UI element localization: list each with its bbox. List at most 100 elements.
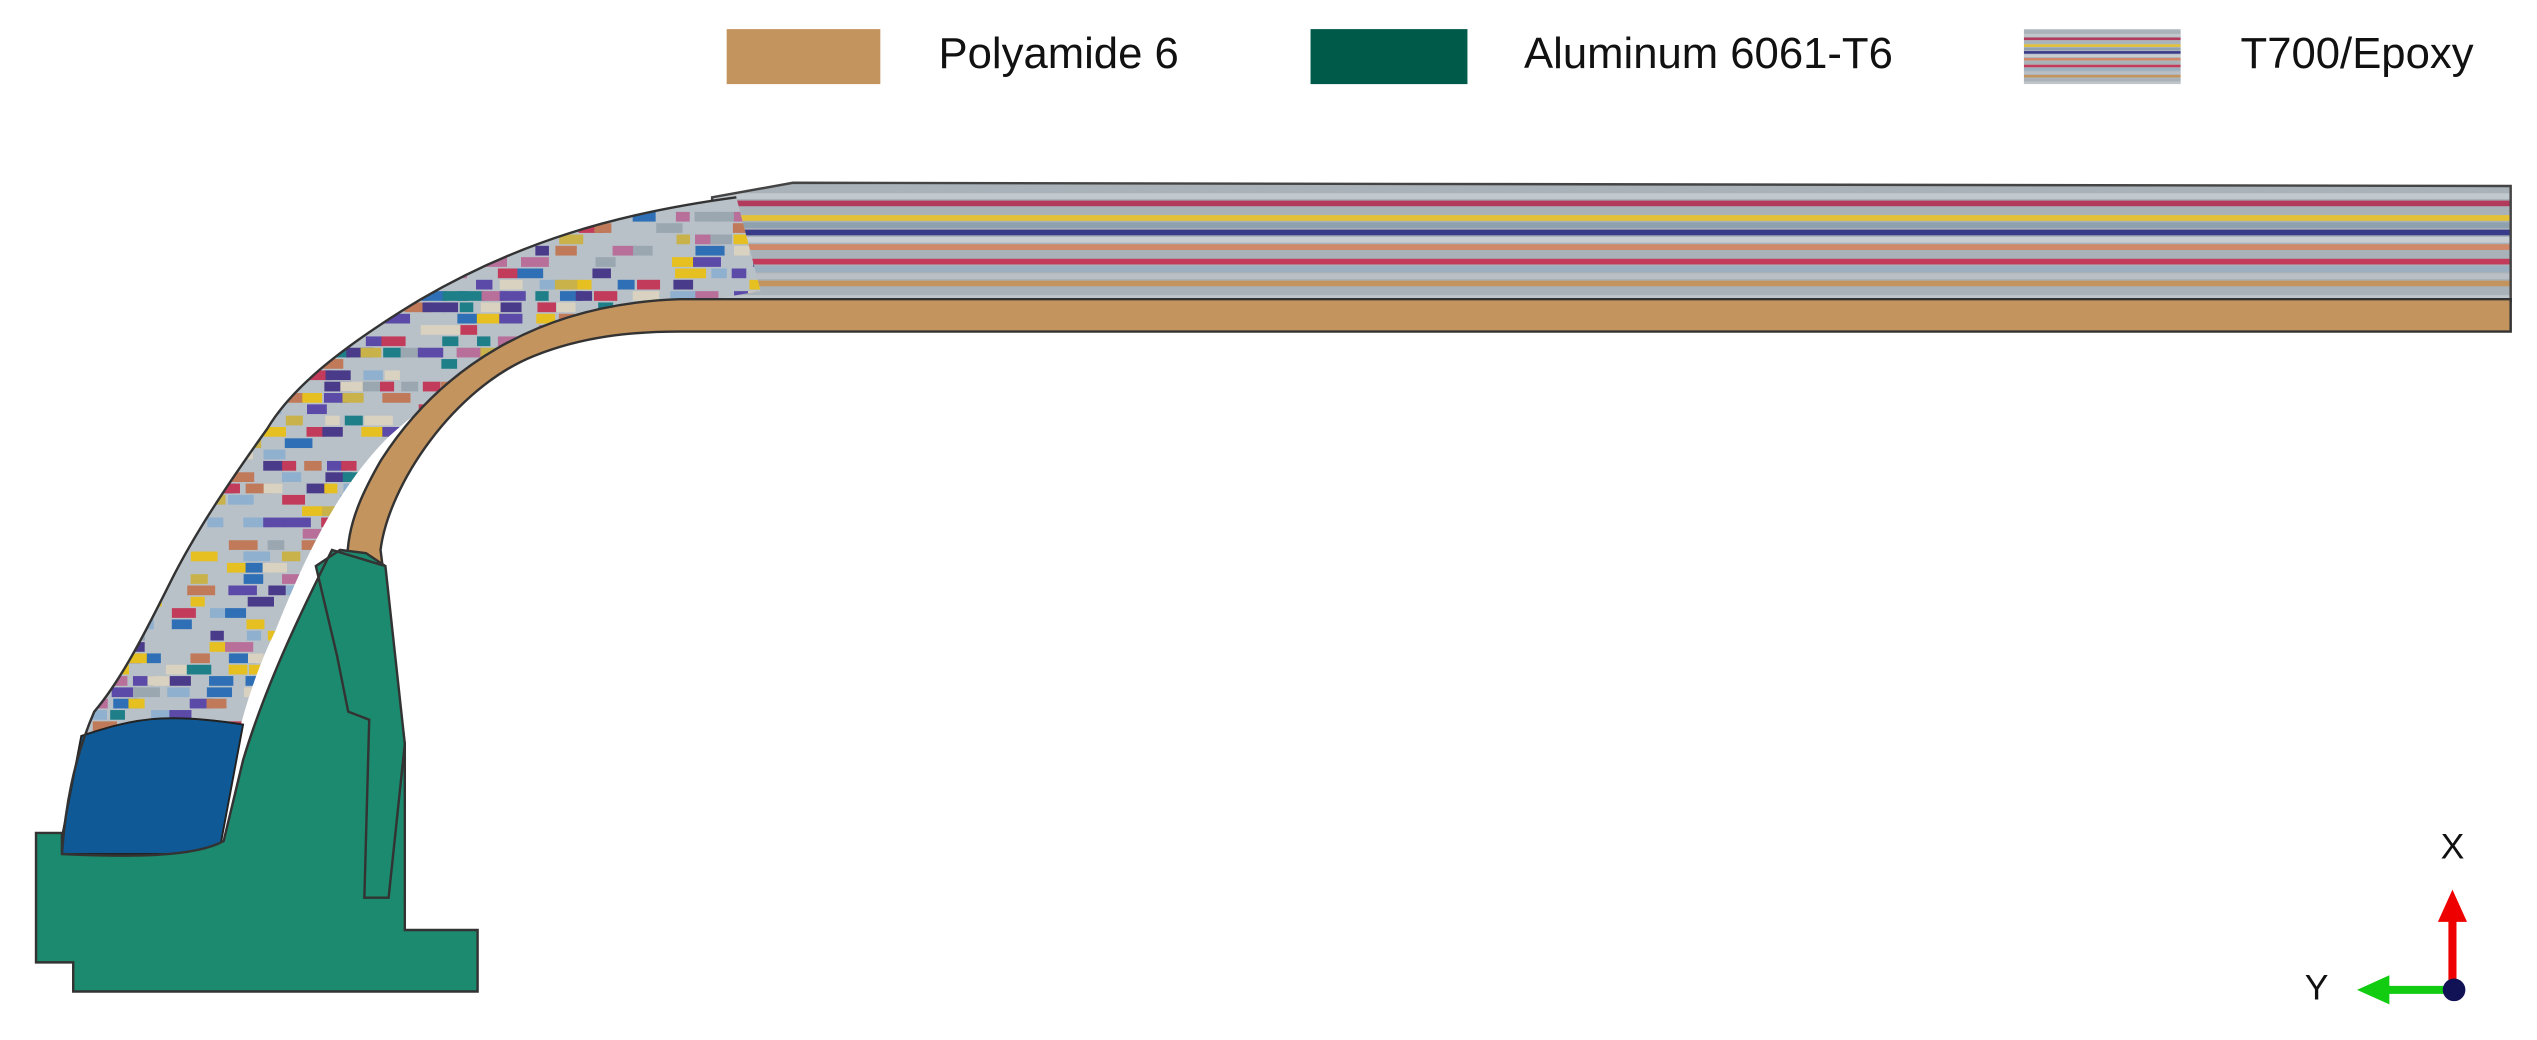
ply — [554, 574, 581, 584]
ply — [673, 426, 698, 437]
ply — [189, 698, 214, 709]
ply — [187, 460, 214, 471]
ply — [227, 426, 253, 437]
ply — [535, 291, 549, 301]
ply — [187, 449, 215, 460]
ply — [342, 393, 364, 403]
ply — [771, 789, 794, 799]
ply — [692, 721, 713, 732]
ply — [210, 370, 228, 381]
ply — [149, 528, 169, 539]
ply — [612, 528, 641, 539]
ply — [673, 540, 699, 550]
ply — [457, 291, 485, 301]
ply — [748, 744, 761, 754]
ply — [109, 676, 128, 686]
ply — [462, 608, 479, 618]
ply — [189, 472, 217, 482]
ply — [439, 596, 456, 607]
ply — [693, 834, 716, 845]
ply — [89, 608, 113, 618]
ply — [380, 381, 395, 392]
ply — [71, 574, 88, 584]
ply — [482, 869, 503, 879]
ply — [61, 438, 77, 449]
ply — [165, 472, 188, 482]
legend-swatch — [726, 29, 881, 85]
ply — [189, 200, 213, 211]
ply — [130, 291, 158, 301]
ply — [479, 460, 498, 471]
ply — [535, 245, 549, 256]
ply — [108, 404, 124, 415]
ply — [404, 302, 434, 313]
ply — [131, 517, 157, 528]
ply — [462, 472, 487, 482]
ply — [655, 664, 679, 675]
ply — [131, 336, 160, 347]
ply — [652, 551, 680, 562]
ply — [789, 869, 811, 879]
ply — [263, 200, 280, 211]
ply — [710, 404, 734, 415]
ply — [422, 574, 442, 584]
ply — [769, 586, 791, 596]
ply — [326, 336, 347, 347]
ply — [534, 710, 555, 720]
ply — [773, 484, 790, 494]
ply — [536, 313, 556, 324]
ply — [657, 438, 678, 449]
ply — [281, 472, 302, 482]
ply — [695, 698, 710, 709]
ply — [209, 438, 238, 449]
ply — [714, 211, 736, 222]
ply — [695, 642, 710, 652]
ply — [495, 676, 524, 686]
ply — [246, 630, 262, 641]
ply — [88, 223, 106, 233]
ply — [729, 845, 749, 854]
ply — [595, 630, 610, 641]
ply — [632, 404, 659, 415]
ply — [499, 291, 526, 301]
ply — [497, 744, 519, 754]
ply — [402, 608, 425, 618]
ply — [694, 449, 710, 460]
ply — [655, 426, 674, 437]
ply — [286, 370, 310, 381]
ply — [282, 494, 306, 505]
ply — [635, 585, 653, 596]
ply — [730, 823, 755, 833]
ply — [325, 370, 351, 381]
ply — [555, 596, 572, 607]
ply — [151, 347, 181, 358]
ply — [579, 789, 599, 800]
ply — [169, 426, 194, 437]
ply — [478, 472, 507, 482]
ply — [714, 630, 735, 641]
ply — [578, 223, 605, 233]
ply — [110, 562, 124, 573]
ply — [520, 800, 542, 811]
composite-cylinder — [712, 182, 2511, 301]
ply — [460, 325, 478, 335]
ply — [2023, 47, 2181, 51]
ply — [418, 834, 442, 845]
ply — [263, 483, 283, 494]
ply — [112, 415, 139, 426]
ply — [712, 273, 2511, 280]
ply — [382, 551, 407, 562]
ply — [576, 642, 604, 652]
ply — [458, 197, 478, 199]
ply — [501, 472, 530, 482]
ply — [481, 291, 506, 301]
ply — [612, 336, 639, 347]
ply — [306, 483, 328, 494]
ply — [361, 426, 389, 437]
ply — [69, 291, 85, 301]
ply — [167, 687, 190, 698]
ply — [538, 596, 561, 607]
ply — [460, 585, 480, 596]
ply — [283, 245, 298, 256]
ply — [559, 483, 578, 494]
